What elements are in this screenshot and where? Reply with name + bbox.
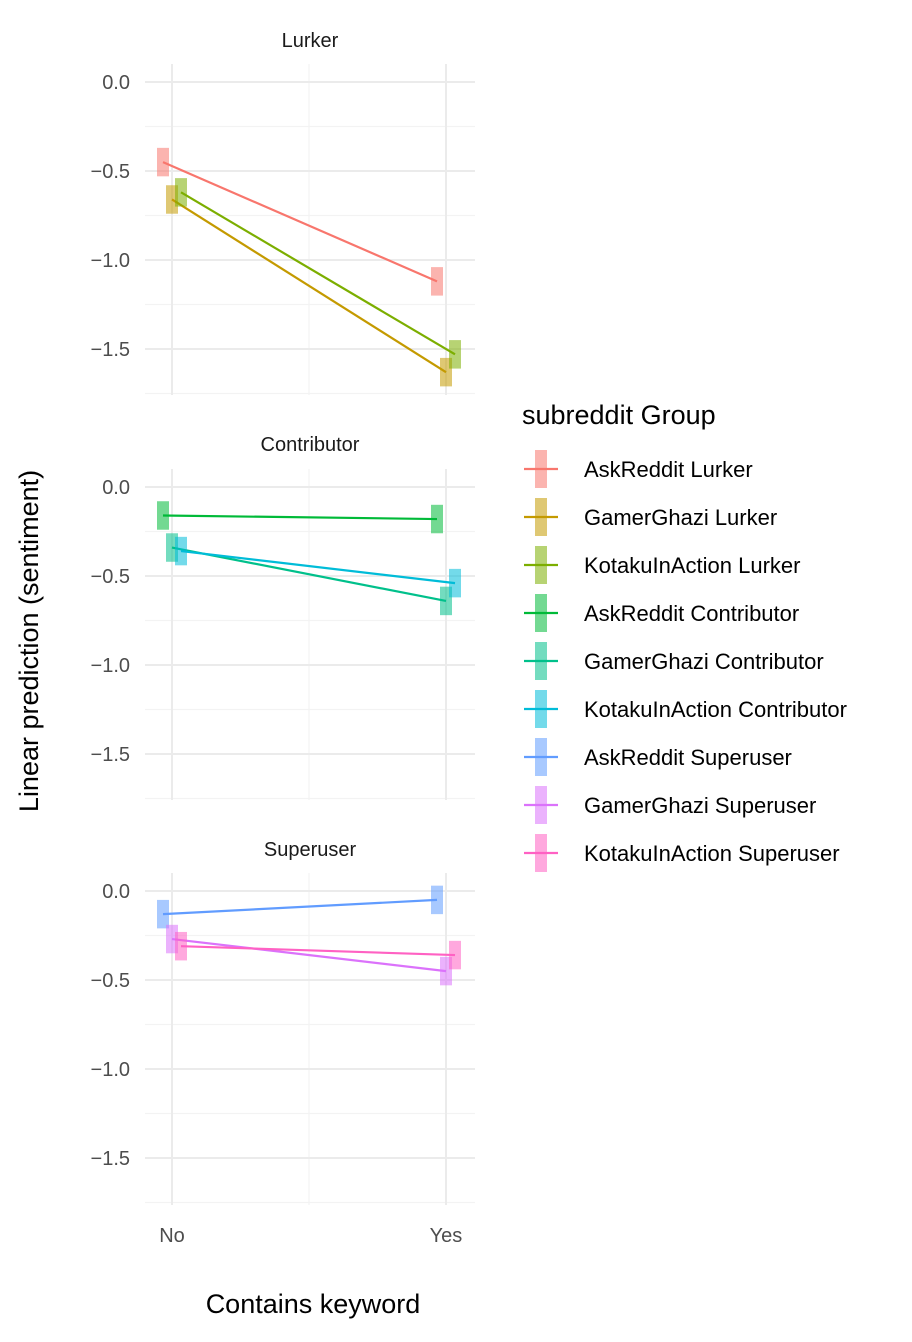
series-line: [171, 198, 447, 374]
legend-label: GamerGhazi Superuser: [584, 793, 816, 818]
legend-item: GamerGhazi Superuser: [524, 786, 816, 824]
legend-item: AskReddit Lurker: [524, 450, 753, 488]
y-tick-label: −1.5: [91, 339, 130, 361]
panel-title: Contributor: [261, 434, 360, 456]
y-tick-label: −1.0: [91, 1059, 130, 1081]
legend-label: KotakuInAction Superuser: [584, 841, 840, 866]
y-tick-label: −0.5: [91, 970, 130, 992]
panel-contributor: 0.0 −0.5 −1.0 −1.5 Contributor: [91, 434, 475, 800]
error-bar: [449, 340, 461, 369]
panel-lurker: 0.0 −0.5 −1.0 −1.5 Lurker: [91, 30, 475, 395]
y-tick-label: −0.5: [91, 161, 130, 183]
y-tick-label: −0.5: [91, 566, 130, 588]
legend-item: KotakuInAction Superuser: [524, 834, 840, 872]
legend-item: GamerGhazi Lurker: [524, 498, 777, 536]
error-bar: [175, 178, 187, 207]
legend-item: KotakuInAction Contributor: [524, 690, 847, 728]
legend-item: GamerGhazi Contributor: [524, 642, 824, 680]
legend-label: AskReddit Lurker: [584, 457, 753, 482]
y-axis-title: Linear prediction (sentiment): [14, 470, 44, 812]
series-line: [162, 161, 438, 283]
y-tick-label: −1.0: [91, 655, 130, 677]
x-tick-label: No: [159, 1225, 185, 1247]
legend-title: subreddit Group: [522, 400, 716, 430]
series-line: [180, 945, 456, 957]
panel-superuser: 0.0 −0.5 −1.0 −1.5 Superuser: [91, 839, 475, 1205]
legend-item: AskReddit Contributor: [524, 594, 799, 632]
legend-label: AskReddit Contributor: [584, 601, 799, 626]
legend-label: GamerGhazi Lurker: [584, 505, 777, 530]
series-line: [180, 549, 456, 585]
y-tick-label: −1.5: [91, 744, 130, 766]
panel-title: Lurker: [282, 30, 339, 52]
y-tick-label: −1.0: [91, 250, 130, 272]
x-axis-title: Contains keyword: [206, 1289, 421, 1319]
series-line: [180, 191, 456, 356]
legend-label: KotakuInAction Contributor: [584, 697, 847, 722]
series-line: [171, 937, 447, 973]
y-tick-label: 0.0: [102, 881, 130, 903]
legend-label: KotakuInAction Lurker: [584, 553, 800, 578]
y-tick-label: 0.0: [102, 477, 130, 499]
series-line: [162, 898, 438, 916]
legend-label: GamerGhazi Contributor: [584, 649, 824, 674]
legend: subreddit Group AskReddit Lurker GamerGha…: [522, 400, 847, 872]
legend-item: AskReddit Superuser: [524, 738, 792, 776]
error-bar: [431, 885, 443, 915]
series-line: [162, 514, 438, 521]
legend-item: KotakuInAction Lurker: [524, 546, 800, 584]
y-tick-label: −1.5: [91, 1148, 130, 1170]
legend-label: AskReddit Superuser: [584, 745, 792, 770]
y-tick-label: 0.0: [102, 72, 130, 94]
panel-title: Superuser: [264, 839, 357, 861]
x-tick-label: Yes: [430, 1225, 463, 1247]
